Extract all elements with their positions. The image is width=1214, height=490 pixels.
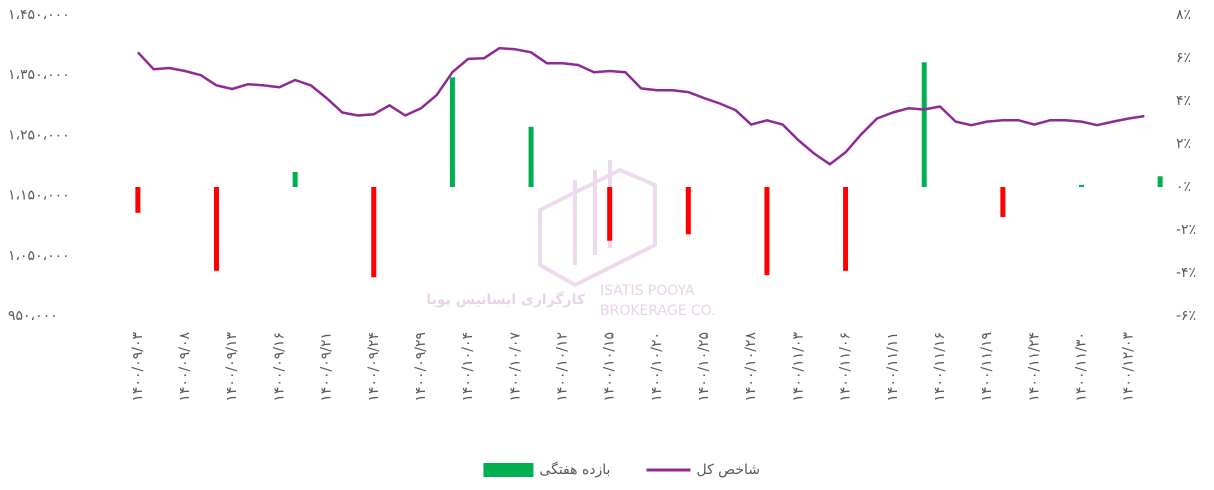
y2-tick-label: -۲٪ [1176, 222, 1196, 238]
bar [214, 187, 219, 271]
bar [607, 187, 613, 241]
legend-label: بازده هفتگی [539, 461, 610, 478]
y2-tick-label: ۰٪ [1176, 179, 1191, 195]
x-tick-label: ۱۴۰۰/۱۱/۳۰ [1074, 332, 1090, 402]
x-tick-label: ۱۴۰۰/۱۲/۰۳ [1121, 332, 1137, 402]
bar [449, 77, 455, 187]
bar [1000, 187, 1006, 218]
bar [528, 126, 534, 187]
x-tick-label: ۱۴۰۰/۱۰/۱۲ [555, 332, 571, 402]
line [136, 46, 1145, 166]
x-tick-label: ۱۴۰۰/۱۰/۱۵ [602, 332, 618, 402]
x-tick-label: ۱۴۰۰/۱۰/۲۵ [696, 332, 712, 402]
legend-label: شاخص کل [696, 462, 760, 478]
y-tick-label: ۱،۲۵۰،۰۰۰ [8, 127, 70, 143]
y2-tick-label: -۶٪ [1176, 308, 1196, 324]
y2-tick-label: ۴٪ [1176, 93, 1191, 109]
y-tick-label: ۱،۰۵۰،۰۰۰ [8, 248, 70, 264]
x-tick-label: ۱۴۰۰/۱۱/۰۶ [838, 332, 854, 402]
y-tick-label: ۹۵۰،۰۰۰ [8, 308, 58, 324]
bar [764, 187, 770, 276]
y2-tick-label: ۶٪ [1176, 50, 1191, 66]
legend-swatch [483, 463, 534, 477]
x-tick-label: ۱۴۰۰/۰۹/۲۱ [319, 332, 335, 402]
x-tick-label: ۱۴۰۰/۰۹/۲۴ [366, 332, 382, 402]
x-tick-label: ۱۴۰۰/۰۹/۲۹ [413, 332, 429, 402]
x-tick-label: ۱۴۰۰/۱۱/۰۳ [790, 332, 806, 402]
x-tick-label: ۱۴۰۰/۰۹/۰۸ [177, 332, 193, 402]
x-tick-label: ۱۴۰۰/۱۰/۰۷ [507, 332, 523, 402]
y-tick-label: ۱،۱۵۰،۰۰۰ [8, 188, 70, 204]
x-tick-label: ۱۴۰۰/۱۱/۱۹ [979, 332, 995, 402]
bar [292, 171, 298, 187]
y2-tick-label: ۲٪ [1176, 136, 1191, 152]
watermark-en: ISATIS POOYA [600, 283, 695, 299]
y2-tick-label: -۴٪ [1176, 265, 1196, 281]
x-tick-label: ۱۴۰۰/۱۱/۲۴ [1026, 332, 1042, 402]
x-tick-label: ۱۴۰۰/۱۰/۲۰ [649, 332, 665, 402]
x-tick-label: ۱۴۰۰/۱۰/۰۴ [460, 332, 476, 402]
x-tick-label: ۱۴۰۰/۱۱/۱۱ [885, 332, 901, 402]
watermark: کارگزاری ایساتیس پویا ISATIS POOYA BROKE… [426, 160, 716, 319]
bar [843, 187, 849, 271]
watermark-en: BROKERAGE CO. [600, 303, 716, 319]
bar [371, 187, 377, 278]
bar [921, 62, 927, 187]
y-tick-label: ۱،۴۵۰،۰۰۰ [8, 7, 70, 23]
bar [135, 187, 141, 213]
x-tick-label: ۱۴۰۰/۰۹/۰۳ [130, 332, 146, 402]
x-tick-label: ۱۴۰۰/۰۹/۱۶ [271, 332, 287, 402]
y2-tick-label: ۸٪ [1176, 7, 1191, 23]
watermark-fa: کارگزاری ایساتیس پویا [426, 291, 585, 308]
y-tick-label: ۱،۳۵۰،۰۰۰ [8, 67, 70, 83]
watermark-logo [538, 160, 657, 288]
x-tick-label: ۱۴۰۰/۱۱/۱۶ [932, 332, 948, 402]
bar [1157, 176, 1163, 187]
bar [685, 187, 691, 235]
x-tick-label: ۱۴۰۰/۱۰/۲۸ [743, 332, 759, 402]
x-tick-label: ۱۴۰۰/۰۹/۱۳ [224, 332, 240, 402]
bar [1079, 184, 1084, 187]
